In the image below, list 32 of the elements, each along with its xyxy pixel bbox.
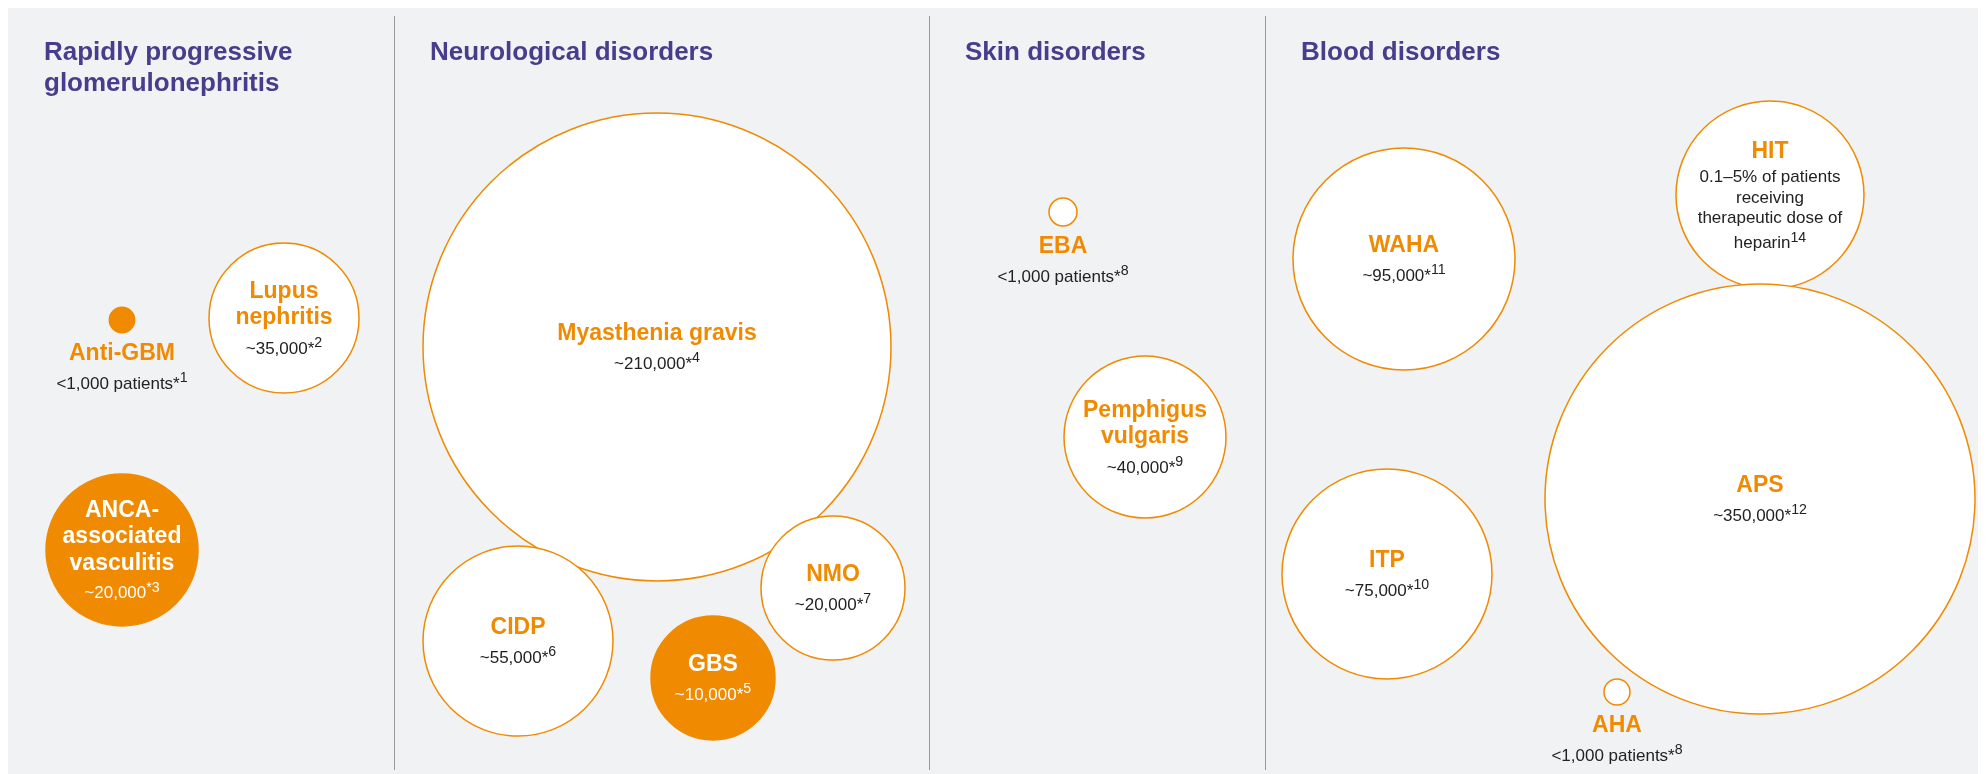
text: Rapidly progressive glomerulonephritis bbox=[44, 36, 294, 99]
category-label: Anti-GBM bbox=[68, 338, 176, 366]
data-label: 0.1–5% of patients receiving therapeutic dose of heparin$^{14}$ bbox=[1696, 167, 1844, 254]
data-label: <1,000 patients*$^{8}$ bbox=[1550, 741, 1684, 767]
data-label: ~20,000$^{*3}$ bbox=[83, 579, 161, 605]
data-label: ~55,000*$^{6}$ bbox=[478, 643, 558, 669]
category-label: Pemphigus vulgaris bbox=[1082, 396, 1208, 449]
text: Neurological disorders bbox=[430, 36, 715, 68]
data-label: ~20,000*$^{7}$ bbox=[793, 590, 873, 616]
category-label: GBS bbox=[687, 650, 739, 677]
category-label: NMO bbox=[805, 560, 861, 587]
category-label: WAHA bbox=[1367, 231, 1441, 258]
data-label: ~35,000*$^{2}$ bbox=[244, 333, 324, 359]
data-label: ~10,000*$^{5}$ bbox=[673, 680, 753, 706]
data-label: ~350,000*$^{12}$ bbox=[1712, 501, 1808, 527]
text: Blood disorders bbox=[1301, 36, 1502, 68]
category-label: AHA bbox=[1591, 711, 1643, 738]
data-label: <1,000 patients*$^{8}$ bbox=[996, 262, 1130, 288]
category-label: Lupus nephritis bbox=[234, 277, 334, 330]
category-label: Myasthenia gravis bbox=[556, 319, 758, 346]
text: Skin disorders bbox=[965, 36, 1147, 68]
category-label: CIDP bbox=[489, 613, 547, 640]
category-label: APS bbox=[1735, 471, 1785, 498]
category-label: ANCA-associated vasculitis bbox=[61, 495, 183, 576]
category-label: EBA bbox=[1037, 232, 1089, 259]
data-label: ~210,000*$^{4}$ bbox=[613, 349, 701, 375]
category-label: HIT bbox=[1750, 136, 1790, 164]
data-label: ~75,000*$^{10}$ bbox=[1343, 576, 1431, 602]
category-label: ITP bbox=[1368, 546, 1406, 573]
data-label: ~40,000*$^{9}$ bbox=[1105, 452, 1185, 478]
data-label: <1,000 patients*$^{1}$ bbox=[55, 369, 189, 395]
data-label: ~95,000*$^{11}$ bbox=[1361, 261, 1447, 287]
